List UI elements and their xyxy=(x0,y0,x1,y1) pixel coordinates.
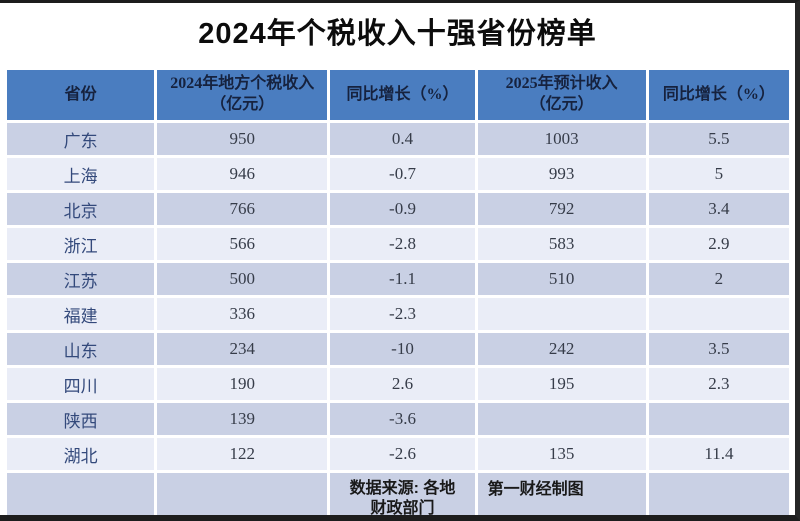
chart-credit-label: 第一财经制图 xyxy=(477,473,646,515)
province-cell: 上海 xyxy=(7,158,155,190)
value-cell: 500 xyxy=(157,263,328,295)
column-header-2025-forecast: 2025年预计收入 （亿元） xyxy=(477,70,646,120)
value-cell: 566 xyxy=(157,228,328,260)
value-cell xyxy=(477,298,646,330)
value-cell: -3.6 xyxy=(330,403,475,435)
value-cell: 5.5 xyxy=(648,123,789,155)
value-cell: 195 xyxy=(477,368,646,400)
value-cell: -1.1 xyxy=(330,263,475,295)
value-cell: 190 xyxy=(157,368,328,400)
value-cell: 510 xyxy=(477,263,646,295)
table-body: 广东 950 0.4 1003 5.5 上海 946 -0.7 993 5 北京… xyxy=(7,123,789,470)
value-cell: 3.4 xyxy=(648,193,789,225)
value-cell xyxy=(477,403,646,435)
column-header-province: 省份 xyxy=(7,70,155,120)
empty-cell xyxy=(157,473,328,515)
value-cell: -10 xyxy=(330,333,475,365)
value-cell: 950 xyxy=(157,123,328,155)
province-cell: 北京 xyxy=(7,193,155,225)
value-cell: -2.3 xyxy=(330,298,475,330)
table-row: 北京 766 -0.9 792 3.4 xyxy=(7,193,789,225)
value-cell: 993 xyxy=(477,158,646,190)
value-cell xyxy=(648,298,789,330)
column-header-yoy-growth-2024: 同比增长（%） xyxy=(330,70,475,120)
province-cell: 广东 xyxy=(7,123,155,155)
province-cell: 陕西 xyxy=(7,403,155,435)
value-cell: 2.6 xyxy=(330,368,475,400)
ranking-table: 省份 2024年地方个税收入 （亿元） 同比增长（%） 2025年预计收入 （亿… xyxy=(4,67,792,515)
table-row: 陕西 139 -3.6 xyxy=(7,403,789,435)
value-cell: 3.5 xyxy=(648,333,789,365)
value-cell: 1003 xyxy=(477,123,646,155)
value-cell: -2.6 xyxy=(330,438,475,470)
table-row: 浙江 566 -2.8 583 2.9 xyxy=(7,228,789,260)
table-row: 广东 950 0.4 1003 5.5 xyxy=(7,123,789,155)
value-cell: -0.9 xyxy=(330,193,475,225)
value-cell: 583 xyxy=(477,228,646,260)
value-cell: 2.3 xyxy=(648,368,789,400)
table-row: 四川 190 2.6 195 2.3 xyxy=(7,368,789,400)
empty-cell xyxy=(7,473,155,515)
value-cell: 122 xyxy=(157,438,328,470)
footer-row: 数据来源: 各地财政部门 第一财经制图 xyxy=(7,473,789,515)
value-cell: 5 xyxy=(648,158,789,190)
value-cell: 2.9 xyxy=(648,228,789,260)
column-header-yoy-growth-2025: 同比增长（%） xyxy=(648,70,789,120)
value-cell: -2.8 xyxy=(330,228,475,260)
province-cell: 山东 xyxy=(7,333,155,365)
value-cell: -0.7 xyxy=(330,158,475,190)
value-cell: 242 xyxy=(477,333,646,365)
value-cell xyxy=(648,403,789,435)
header-row: 省份 2024年地方个税收入 （亿元） 同比增长（%） 2025年预计收入 （亿… xyxy=(7,70,789,120)
value-cell: 336 xyxy=(157,298,328,330)
province-cell: 四川 xyxy=(7,368,155,400)
table-row: 福建 336 -2.3 xyxy=(7,298,789,330)
value-cell: 234 xyxy=(157,333,328,365)
table-row: 上海 946 -0.7 993 5 xyxy=(7,158,789,190)
table-row: 江苏 500 -1.1 510 2 xyxy=(7,263,789,295)
value-cell: 2 xyxy=(648,263,789,295)
value-cell: 135 xyxy=(477,438,646,470)
province-cell: 江苏 xyxy=(7,263,155,295)
value-cell: 11.4 xyxy=(648,438,789,470)
value-cell: 946 xyxy=(157,158,328,190)
table-footer: 数据来源: 各地财政部门 第一财经制图 xyxy=(7,473,789,515)
page-title: 2024年个税收入十强省份榜单 xyxy=(198,18,597,50)
province-cell: 湖北 xyxy=(7,438,155,470)
province-cell: 浙江 xyxy=(7,228,155,260)
value-cell: 0.4 xyxy=(330,123,475,155)
column-header-2024-revenue: 2024年地方个税收入 （亿元） xyxy=(157,70,328,120)
table-row: 山东 234 -10 242 3.5 xyxy=(7,333,789,365)
empty-cell xyxy=(648,473,789,515)
value-cell: 792 xyxy=(477,193,646,225)
value-cell: 766 xyxy=(157,193,328,225)
data-source-label: 数据来源: 各地财政部门 xyxy=(330,473,475,515)
province-cell: 福建 xyxy=(7,298,155,330)
table-row: 湖北 122 -2.6 135 11.4 xyxy=(7,438,789,470)
value-cell: 139 xyxy=(157,403,328,435)
table-header: 省份 2024年地方个税收入 （亿元） 同比增长（%） 2025年预计收入 （亿… xyxy=(7,70,789,120)
